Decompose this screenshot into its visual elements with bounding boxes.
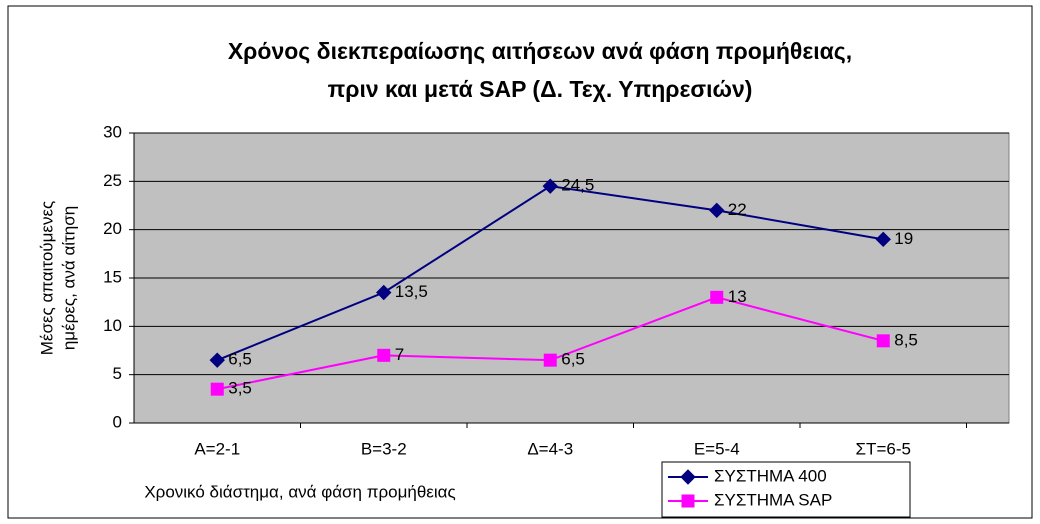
y-tick-label: 30 [103,122,122,141]
y-tick-label: 10 [103,316,122,335]
data-label: 6,5 [561,350,585,369]
data-label: 22 [728,200,747,219]
data-label: 13,5 [395,282,428,301]
y-tick-label: 20 [103,219,122,238]
chart-title: πριν και μετά SAP (Δ. Τεχ. Υπηρεσιών) [328,76,753,102]
y-tick-label: 25 [103,171,122,190]
x-axis-label: Χρονικό διάστημα, ανά φάση προμήθειας [144,482,455,501]
x-tick-label: ΣΤ=6-5 [856,439,911,458]
data-label: 8,5 [894,330,918,349]
point [210,382,224,396]
legend-marker [681,494,695,508]
x-tick-label: Α=2-1 [194,439,240,458]
data-label: 3,5 [228,379,252,398]
point [377,348,391,362]
x-tick-label: Ε=5-4 [694,439,740,458]
point [209,352,225,368]
legend-box [661,461,911,518]
y-axis-label: Μέσες απαιτούμενες [37,201,56,356]
data-label: 24,5 [561,176,594,195]
point [710,290,724,304]
point [376,284,392,301]
y-tick-label: 5 [113,364,122,383]
point [542,178,558,194]
point [709,202,725,219]
data-label: 6,5 [228,350,252,369]
data-label: 7 [395,345,404,364]
chart-title: Χρόνος διεκπεραίωσης αιτήσεων ανά φάση π… [228,38,852,64]
point [543,353,557,367]
y-axis-label: ημέρες, ανά αίτηση [59,206,78,350]
y-tick-label: 15 [103,267,122,286]
x-tick-label: Δ=4-3 [527,439,573,458]
data-label: 19 [894,229,913,248]
data-label: 13 [728,287,747,306]
legend-label: ΣΥΣΤΗΜΑ 400 [714,466,827,485]
point [876,334,890,348]
x-tick-label: Β=3-2 [361,439,407,458]
point [875,231,891,248]
legend-marker [680,469,696,485]
legend-label: ΣΥΣΤΗΜΑ SAP [714,490,832,509]
y-tick-label: 0 [113,412,122,431]
